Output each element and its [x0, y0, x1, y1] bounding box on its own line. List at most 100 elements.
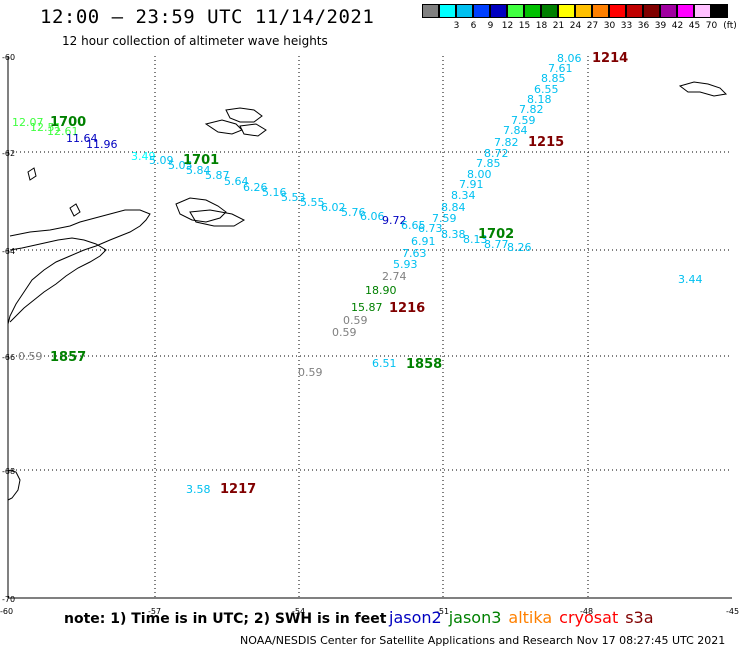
legend-swatch — [473, 4, 490, 18]
wave-height-value: 5.55 — [300, 196, 325, 209]
wave-height-value: 18.90 — [365, 284, 397, 297]
wave-height-value: 5.76 — [341, 206, 366, 219]
wave-height-value: 5.64 — [224, 175, 249, 188]
lat-label: -68 — [2, 467, 15, 476]
legend-unit: (ft) — [723, 21, 737, 31]
wave-height-value: 8.38 — [441, 228, 466, 241]
satellite-name: jason2 — [389, 608, 442, 627]
legend-swatch — [711, 4, 728, 18]
legend-label: 18 — [535, 21, 548, 31]
wave-height-value: 7.59 — [511, 114, 536, 127]
coastline-antarctic-peninsula — [7, 209, 151, 325]
wave-height-value: 12.61 — [47, 125, 79, 138]
units-note: note: 1) Time is in UTC; 2) SWH is in fe… — [64, 611, 387, 627]
wave-height-value: 6.73 — [418, 222, 443, 235]
pass-time-label: 1858 — [406, 357, 442, 372]
legend-swatch — [456, 4, 473, 18]
wave-height-value: 8.34 — [451, 189, 476, 202]
legend-swatch — [677, 4, 694, 18]
wave-height-value: 7.91 — [459, 178, 484, 191]
legend-swatch — [439, 4, 456, 18]
legend-swatch — [660, 4, 677, 18]
legend-label: 70 — [705, 21, 718, 31]
coastline-island-8 — [69, 203, 81, 217]
coastline-island-1 — [175, 197, 227, 223]
coastline-island-2 — [189, 209, 246, 227]
satellite-name: cryosat — [559, 608, 619, 627]
lon-label: -45 — [726, 607, 739, 616]
wave-height-value: 5.09 — [149, 154, 174, 167]
pass-time-label: 1216 — [389, 301, 425, 316]
wave-height-value: 3.49 — [131, 150, 156, 163]
satellite-name: s3a — [625, 608, 654, 627]
pass-time-label: 1217 — [220, 482, 256, 497]
pass-time-label: 1857 — [50, 350, 86, 365]
wave-height-value: 7.84 — [503, 124, 528, 137]
wave-height-value: 5.87 — [205, 169, 230, 182]
pass-time-label: 1701 — [183, 153, 219, 168]
legend-label: 21 — [552, 21, 565, 31]
pass-time-label: 1214 — [592, 51, 628, 66]
wave-height-value: 8.18 — [527, 93, 552, 106]
wave-height-value: 6.26 — [243, 181, 268, 194]
lon-label: -48 — [580, 607, 593, 616]
wave-height-value: 12.07 — [12, 116, 44, 129]
wave-height-value: 7.63 — [402, 247, 427, 260]
footer-credit: NOAA/NESDIS Center for Satellite Applica… — [240, 634, 726, 647]
legend-label: 9 — [487, 21, 494, 31]
lon-label: -51 — [436, 607, 449, 616]
legend-label: 3 — [453, 21, 460, 31]
wave-height-value: 8.13 — [463, 233, 488, 246]
wave-height-value: 5.53 — [281, 191, 306, 204]
coastline-island-3 — [225, 107, 263, 123]
legend-label: 45 — [688, 21, 701, 31]
wave-height-value: 8.85 — [541, 72, 566, 85]
legend-swatch — [507, 4, 524, 18]
wave-height-value: 0.59 — [332, 326, 357, 339]
wave-height-value: 5.16 — [262, 186, 287, 199]
map-subtitle: 12 hour collection of altimeter wave hei… — [62, 34, 328, 48]
map-title: 12:00 – 23:59 UTC 11/14/2021 — [40, 6, 375, 28]
wave-height-value: 0.59 — [18, 350, 43, 363]
wave-height-value: 6.51 — [372, 357, 397, 370]
wave-height-value: 6.55 — [534, 83, 559, 96]
legend-swatch — [490, 4, 507, 18]
wave-height-value: 7.59 — [432, 212, 457, 225]
pass-time-label: 1215 — [528, 135, 564, 150]
legend-label: 24 — [569, 21, 582, 31]
satellite-name: jason3 — [448, 608, 502, 627]
legend-label: 30 — [603, 21, 616, 31]
legend-label: 36 — [637, 21, 650, 31]
pass-time-label: 1700 — [50, 115, 86, 130]
lon-label: -54 — [292, 607, 305, 616]
wave-height-value: 7.82 — [494, 136, 519, 149]
legend-label: 39 — [654, 21, 667, 31]
wave-height-value: 9.72 — [382, 214, 407, 227]
lon-label: -57 — [148, 607, 161, 616]
coastline — [7, 81, 728, 501]
wave-height-value: 0.59 — [298, 366, 323, 379]
lat-label: -70 — [2, 595, 15, 604]
satellite-legend: jason2 jason3 altika cryosat s3a — [389, 608, 661, 627]
lat-label: -66 — [2, 353, 15, 362]
legend-swatch — [626, 4, 643, 18]
lat-label: -62 — [2, 149, 15, 158]
wave-height-value: 8.77 — [484, 238, 509, 251]
wave-height-labels: 8.067.618.856.558.187.827.597.847.828.72… — [12, 52, 703, 496]
wave-height-value: 5.05 — [168, 159, 193, 172]
legend-swatch — [541, 4, 558, 18]
wave-height-value: 6.91 — [411, 235, 436, 248]
time-labels: 1214 1215 1216 1217 1700 1701 1702 1857 1858 — [50, 51, 628, 497]
lat-lon-grid: -60 -62 -64 -66 -68 -70 -60 -57 -54 -51 -48 -45 — [0, 53, 739, 616]
lon-label: -60 — [0, 607, 13, 616]
legend-swatch — [422, 4, 439, 18]
legend-label: 33 — [620, 21, 633, 31]
wave-height-value: 15.87 — [351, 301, 383, 314]
lat-label: -60 — [2, 53, 15, 62]
wave-height-value: 3.44 — [678, 273, 703, 286]
wave-height-value: 2.74 — [382, 270, 407, 283]
legend-label: 6 — [470, 21, 477, 31]
legend-swatch — [609, 4, 626, 18]
wave-height-value: 0.59 — [343, 314, 368, 327]
